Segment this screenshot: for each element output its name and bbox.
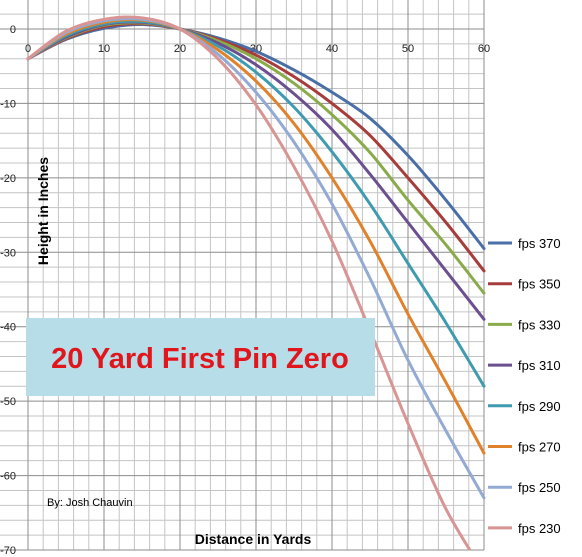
legend: fps 370 fps 350 fps 330 fps 310 fps 290 fps 2… bbox=[488, 236, 561, 536]
y-tick-label: -40 bbox=[0, 322, 16, 334]
x-tick-label: 40 bbox=[326, 43, 338, 55]
legend-label: fps 250 bbox=[518, 480, 561, 495]
series-line-fps-230 bbox=[26, 15, 472, 550]
legend-label: fps 230 bbox=[518, 521, 561, 536]
y-tick-label: -60 bbox=[0, 471, 16, 483]
title-banner-text: 20 Yard First Pin Zero bbox=[51, 343, 349, 375]
series-lines bbox=[26, 15, 486, 550]
legend-label: fps 370 bbox=[518, 236, 561, 251]
major-gridlines bbox=[0, 0, 485, 551]
legend-label: fps 270 bbox=[518, 440, 561, 455]
x-tick-label: 60 bbox=[478, 43, 490, 55]
x-axis-title: Distance in Yards bbox=[195, 531, 312, 547]
x-tick-label: 20 bbox=[174, 43, 186, 55]
legend-label: fps 310 bbox=[518, 358, 561, 373]
y-tick-label: -70 bbox=[0, 545, 16, 557]
y-tick-label: -30 bbox=[0, 247, 16, 259]
legend-label: fps 330 bbox=[518, 317, 561, 332]
title-banner-box bbox=[26, 318, 375, 396]
title-banner: 20 Yard First Pin Zero bbox=[26, 318, 375, 396]
legend-label: fps 350 bbox=[518, 277, 561, 292]
minor-gridlines bbox=[0, 0, 484, 550]
y-axis-title: Height in Inches bbox=[35, 157, 51, 265]
x-axis-ticks: 0 10 20 30 40 50 60 bbox=[25, 43, 490, 55]
y-tick-label: -10 bbox=[0, 98, 16, 110]
y-axis-ticks: 0 -10 -20 -30 -40 -50 -60 -70 bbox=[0, 24, 16, 557]
y-tick-label: -20 bbox=[0, 173, 16, 185]
author-byline: By: Josh Chauvin bbox=[47, 497, 133, 509]
y-tick-label: -50 bbox=[0, 396, 16, 408]
x-tick-label: 0 bbox=[25, 43, 31, 55]
x-tick-label: 50 bbox=[402, 43, 414, 55]
x-tick-label: 10 bbox=[98, 43, 110, 55]
y-tick-label: 0 bbox=[10, 24, 16, 36]
legend-label: fps 290 bbox=[518, 399, 561, 414]
